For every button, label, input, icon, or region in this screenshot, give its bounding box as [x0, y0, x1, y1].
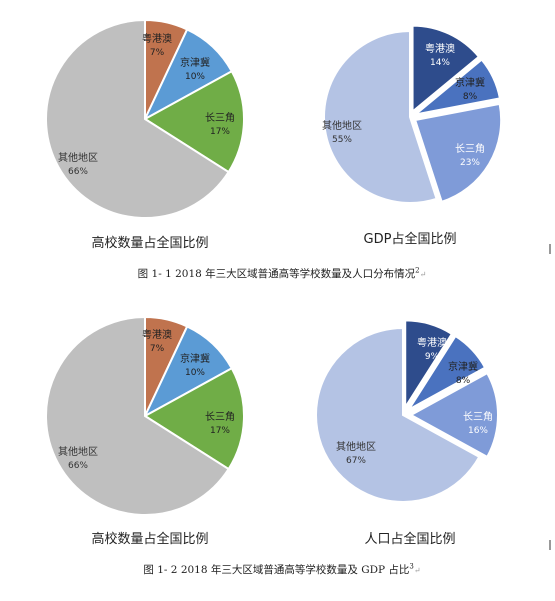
chart-title-colleges-2: 高校数量占全国比例: [91, 532, 209, 547]
slice-value-3: 67%: [346, 456, 366, 466]
figure-caption-1: 图 1- 1 2018 年三大区域普通高等学校数量及人口分布情况2↵: [138, 266, 427, 281]
caption-footnote-2: 3: [409, 562, 414, 571]
pie-slice-2: [408, 371, 499, 459]
pie-slice-1: [414, 58, 502, 116]
slice-value-0: 14%: [430, 58, 450, 68]
slice-value-2: 16%: [468, 426, 488, 436]
slice-label-0: 粤港澳: [425, 42, 455, 55]
margin-mark-bottom: [549, 540, 551, 550]
slice-value-2: 17%: [210, 127, 230, 137]
figure-caption-2: 图 1- 2 2018 年三大区域普通高等学校数量及 GDP 占比3↵: [143, 562, 420, 577]
slice-value-1: 10%: [185, 72, 205, 82]
slice-label-2: 长三角: [205, 112, 235, 124]
slice-value-3: 66%: [68, 167, 88, 177]
slice-label-2: 长三角: [455, 143, 485, 155]
chart-title-gdp: GDP占全国比例: [363, 232, 457, 247]
pie-slice-3: [323, 29, 438, 204]
slice-label-0: 粤港澳: [417, 336, 447, 349]
slice-label-3: 其他地区: [336, 440, 376, 453]
pie-slice-2: [143, 69, 245, 174]
paragraph-mark-1: ↵: [419, 270, 427, 279]
pie-slice-0: [404, 319, 454, 411]
slice-value-2: 23%: [460, 158, 480, 168]
slice-label-1: 京津冀: [180, 352, 210, 365]
caption-text-2: 图 1- 2 2018 年三大区域普通高等学校数量及 GDP 占比: [143, 564, 410, 576]
slice-value-1: 8%: [456, 376, 471, 386]
slice-value-3: 66%: [68, 461, 88, 471]
slice-label-1: 京津冀: [455, 76, 485, 89]
slice-label-3: 其他地区: [322, 119, 362, 132]
slice-label-3: 其他地区: [58, 151, 98, 164]
slice-value-2: 17%: [210, 426, 230, 436]
slice-value-0: 9%: [425, 352, 440, 362]
paragraph-mark-2: ↵: [413, 566, 421, 575]
slice-value-3: 55%: [332, 135, 352, 145]
chart-title-colleges-1: 高校数量占全国比例: [91, 236, 209, 251]
pie-slice-2: [413, 102, 503, 204]
slice-value-1: 8%: [463, 92, 478, 102]
slice-label-2: 长三角: [205, 411, 235, 423]
pie-slice-0: [411, 24, 481, 114]
slice-label-1: 京津冀: [180, 56, 210, 69]
chart-title-population: 人口占全国比例: [364, 532, 456, 547]
pie-slice-3: [315, 326, 481, 503]
slice-label-3: 其他地区: [58, 445, 98, 458]
pie-slice-3: [45, 18, 230, 219]
slice-value-1: 10%: [185, 368, 205, 378]
pie-slice-2: [143, 366, 245, 471]
slice-label-1: 京津冀: [448, 360, 478, 373]
slice-label-0: 粤港澳: [142, 32, 172, 45]
margin-mark-top: [549, 244, 551, 254]
slice-value-0: 7%: [150, 48, 165, 58]
slice-value-0: 7%: [150, 344, 165, 354]
caption-text-1: 图 1- 1 2018 年三大区域普通高等学校数量及人口分布情况: [137, 268, 416, 280]
slice-label-2: 长三角: [463, 411, 493, 423]
pie-slice-3: [45, 315, 230, 516]
caption-footnote-1: 2: [415, 266, 420, 275]
slice-label-0: 粤港澳: [142, 328, 172, 341]
pie-slice-1: [407, 334, 487, 411]
